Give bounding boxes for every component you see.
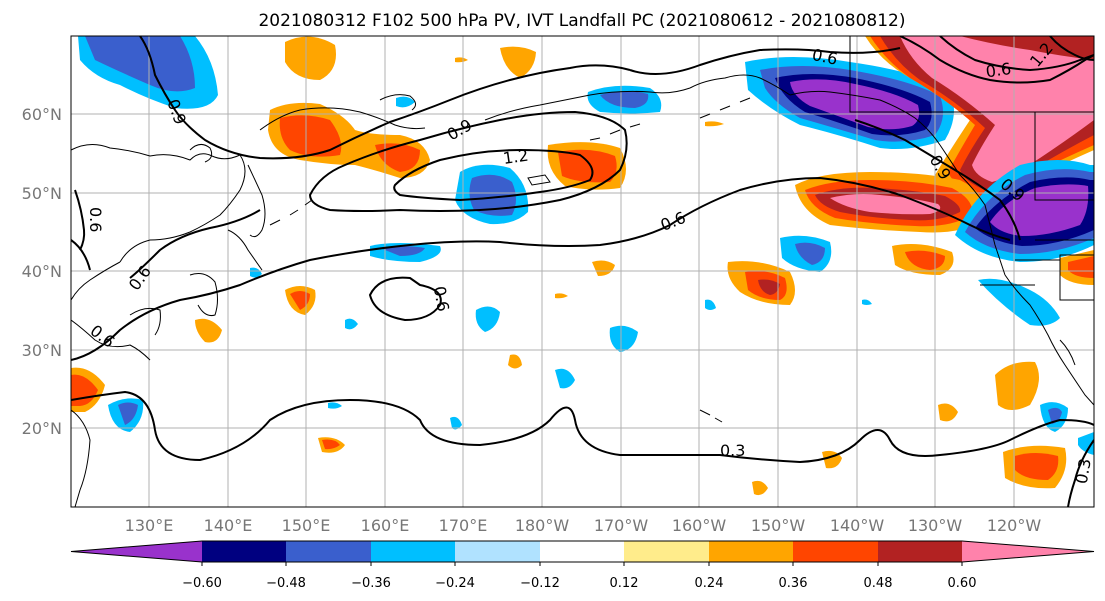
- contour-label: 0.6: [430, 285, 453, 313]
- negative-anomaly-central: [455, 164, 529, 225]
- colorbar-segment: [878, 541, 962, 562]
- contour-1-2: [393, 148, 594, 202]
- contour-label: 1.2: [502, 146, 530, 168]
- contour-0-6b: [129, 209, 261, 279]
- contour-label: 0.6: [810, 45, 839, 69]
- colorbar-segment: [455, 541, 540, 562]
- lon-label: 170°W: [594, 516, 649, 535]
- contour-0-9d: [854, 119, 1021, 241]
- positive-anomaly-blob: [285, 36, 336, 80]
- colorbar-segment: [624, 541, 709, 562]
- lat-label: 20°N: [22, 419, 62, 438]
- colorbar: −0.60 −0.48 −0.36 −0.24 −0.12 0.12 0.24 …: [70, 540, 1095, 591]
- lon-label: 150°E: [282, 516, 331, 535]
- lon-label: 120°W: [987, 516, 1042, 535]
- graticule: [71, 36, 1094, 507]
- colorbar-segment: [371, 541, 455, 562]
- contour-0-3b: [1067, 439, 1094, 507]
- colorbar-tick-label: 0.36: [779, 576, 808, 591]
- colorbar-tick-label: 0.12: [610, 576, 639, 591]
- lon-label: 140°E: [204, 516, 253, 535]
- colorbar-tick-label: 0.48: [864, 576, 893, 591]
- colorbar-segment: [202, 541, 286, 562]
- colorbar-tick-label: 0.60: [948, 576, 977, 591]
- map-frame: [70, 35, 1095, 508]
- map-panel: 0.3 0.3 0.6 0.6 0.6 0.6 0.6 0.6 0.9 0.9 …: [70, 35, 1095, 508]
- coastlines: [71, 36, 1094, 507]
- contour-0-6d: [368, 276, 442, 322]
- longitude-labels: 130°E 140°E 150°E 160°E 170°E 180°W 170°…: [125, 516, 1042, 535]
- colorbar-segment: [793, 541, 878, 562]
- contour-0-6e: [629, 47, 901, 75]
- colorbar-tick-label: −0.24: [435, 576, 475, 591]
- contour-0-3: [71, 390, 1094, 464]
- lat-label: 30°N: [22, 341, 62, 360]
- contour-0-9b: [308, 110, 628, 212]
- contour-label: 0.6: [985, 59, 1013, 81]
- negative-anomaly-aleutian: [587, 85, 662, 114]
- contour-0-9: [139, 36, 631, 160]
- lat-label: 50°N: [22, 184, 62, 203]
- lon-label: 130°E: [125, 516, 174, 535]
- small-anomaly-features: [71, 46, 1094, 496]
- contour-label: 0.3: [720, 441, 745, 460]
- colorbar-ticks: −0.60 −0.48 −0.36 −0.24 −0.12 0.12 0.24 …: [182, 576, 976, 591]
- colorbar-tick-label: −0.48: [266, 576, 306, 591]
- colorbar-segment: [71, 541, 202, 562]
- contour-1-2b: [939, 36, 1094, 72]
- lon-label: 180°W: [515, 516, 570, 535]
- positive-anomaly-bering: [547, 142, 626, 190]
- lat-label: 40°N: [22, 262, 62, 281]
- colorbar-tick-label: −0.12: [520, 576, 560, 591]
- positive-anomaly-northeast-pacific: [795, 172, 986, 233]
- lon-label: 170°E: [439, 516, 488, 535]
- ivt-contours: [71, 36, 1094, 507]
- lon-label: 160°W: [672, 516, 727, 535]
- colorbar-tick-label: −0.60: [182, 576, 222, 591]
- lon-label: 130°W: [908, 516, 963, 535]
- colorbar-segment: [286, 541, 371, 562]
- contour-0-6f: [74, 189, 86, 251]
- latitude-labels: 20°N 30°N 40°N 50°N 60°N: [22, 105, 62, 438]
- contour-0-9c: [899, 36, 1094, 84]
- map-title: 2021080312 F102 500 hPa PV, IVT Landfall…: [258, 11, 905, 31]
- contour-0-6c: [71, 239, 91, 271]
- lon-label: 150°W: [751, 516, 806, 535]
- colorbar-segment: [540, 541, 624, 562]
- lon-label: 160°E: [361, 516, 410, 535]
- colorbar-segments: [70, 540, 1095, 566]
- contour-label: 0.6: [86, 207, 105, 232]
- colorbar-segment: [709, 541, 793, 562]
- contour-label: 0.3: [1072, 457, 1095, 485]
- colorbar-tick-label: 0.24: [695, 576, 724, 591]
- negative-anomaly-nw: [78, 36, 218, 109]
- contour-0-6: [71, 176, 1011, 361]
- contour-1-5: [1049, 36, 1094, 61]
- lon-label: 140°W: [830, 516, 885, 535]
- colorbar-segment: [962, 541, 1094, 562]
- lat-label: 60°N: [22, 105, 62, 124]
- positive-anomaly-northeast: [865, 36, 1094, 205]
- colorbar-tick-label: −0.36: [351, 576, 391, 591]
